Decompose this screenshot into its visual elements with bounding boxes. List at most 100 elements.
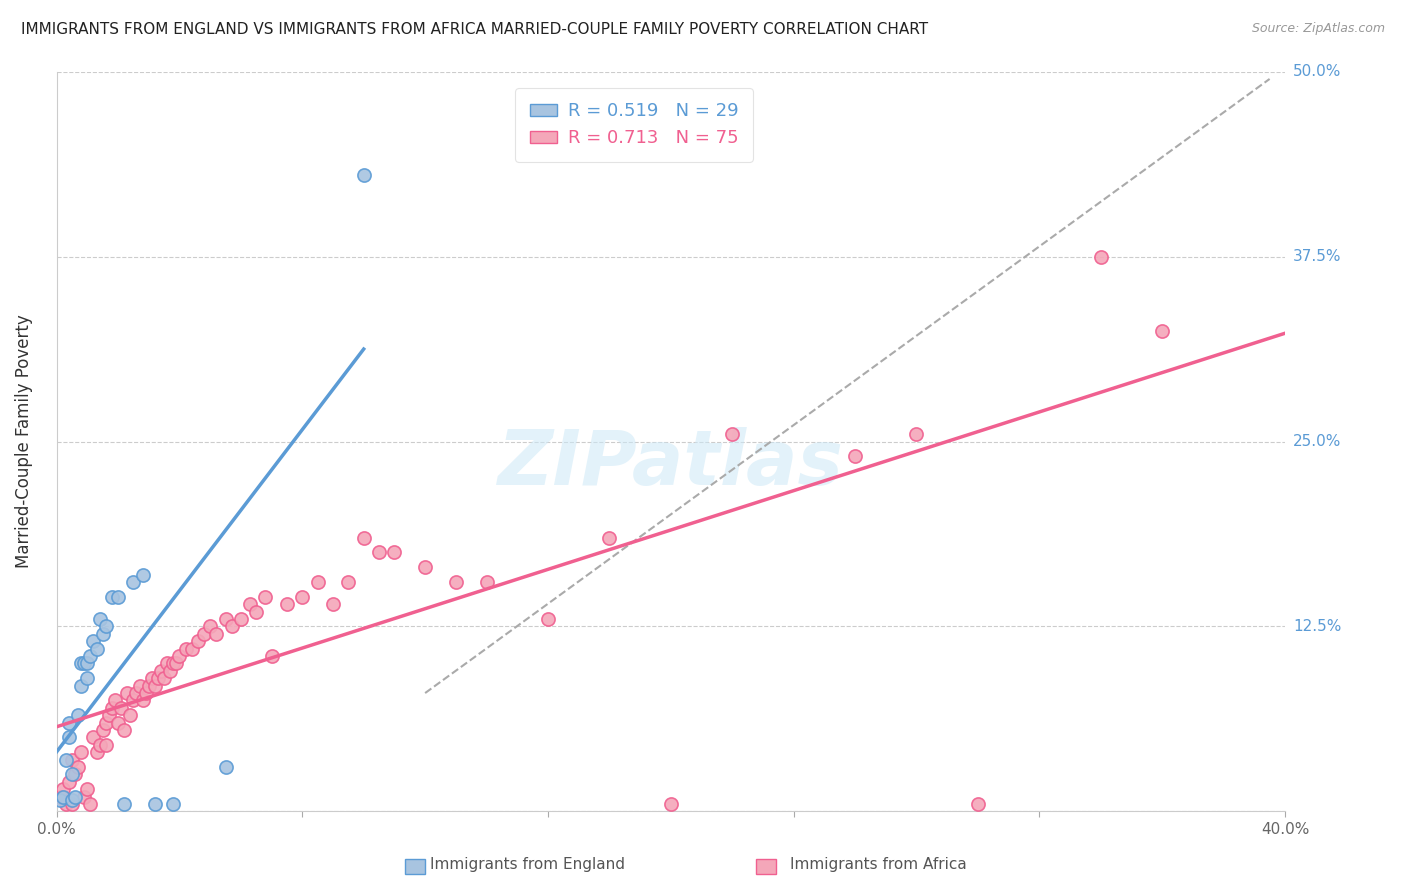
Point xyxy=(353,531,375,545)
Point xyxy=(131,567,153,582)
Point xyxy=(73,789,96,804)
Point xyxy=(537,612,560,626)
Point xyxy=(60,753,83,767)
Point xyxy=(107,715,129,730)
Point xyxy=(122,693,145,707)
Point xyxy=(475,575,498,590)
Point xyxy=(79,797,101,811)
Text: ZIPatlas: ZIPatlas xyxy=(498,426,844,500)
Point xyxy=(444,575,467,590)
Point xyxy=(214,612,236,626)
Point xyxy=(107,590,129,604)
Point xyxy=(89,612,111,626)
Point xyxy=(122,575,145,590)
Point xyxy=(76,671,98,685)
Point xyxy=(112,723,135,737)
Point xyxy=(70,679,93,693)
Point xyxy=(73,657,96,671)
Point xyxy=(63,767,86,781)
Point xyxy=(143,679,166,693)
Point xyxy=(322,597,344,611)
Point xyxy=(76,657,98,671)
Point xyxy=(82,634,104,648)
Point xyxy=(76,782,98,797)
Point xyxy=(52,789,75,804)
Point xyxy=(239,597,262,611)
Point xyxy=(165,657,187,671)
Point xyxy=(86,641,108,656)
Point xyxy=(138,679,160,693)
Point xyxy=(55,797,77,811)
Point xyxy=(63,789,86,804)
Point xyxy=(245,605,267,619)
Point xyxy=(966,797,988,811)
Text: IMMIGRANTS FROM ENGLAND VS IMMIGRANTS FROM AFRICA MARRIED-COUPLE FAMILY POVERTY : IMMIGRANTS FROM ENGLAND VS IMMIGRANTS FR… xyxy=(21,22,928,37)
Legend: R = 0.519   N = 29, R = 0.713   N = 75: R = 0.519 N = 29, R = 0.713 N = 75 xyxy=(515,88,752,162)
Point xyxy=(58,775,80,789)
Point xyxy=(276,597,298,611)
Point xyxy=(254,590,277,604)
Point xyxy=(193,627,215,641)
Point xyxy=(55,753,77,767)
Point xyxy=(110,701,132,715)
Point xyxy=(94,715,117,730)
Point xyxy=(60,797,83,811)
Point xyxy=(131,693,153,707)
Point xyxy=(104,693,127,707)
Point xyxy=(180,641,202,656)
Point xyxy=(337,575,360,590)
Point xyxy=(135,686,157,700)
Text: 12.5%: 12.5% xyxy=(1294,619,1341,634)
Point xyxy=(79,649,101,664)
Point xyxy=(169,649,191,664)
Y-axis label: Married-Couple Family Poverty: Married-Couple Family Poverty xyxy=(15,315,32,568)
Point xyxy=(86,745,108,759)
Point xyxy=(1090,250,1112,264)
Point xyxy=(214,760,236,774)
Point xyxy=(221,619,243,633)
Point xyxy=(187,634,209,648)
Point xyxy=(58,715,80,730)
Point xyxy=(205,627,228,641)
Text: 37.5%: 37.5% xyxy=(1294,249,1341,264)
Text: Source: ZipAtlas.com: Source: ZipAtlas.com xyxy=(1251,22,1385,36)
Text: 25.0%: 25.0% xyxy=(1294,434,1341,449)
Point xyxy=(156,657,179,671)
Point xyxy=(101,701,124,715)
Point xyxy=(48,789,70,804)
Point xyxy=(146,671,169,685)
Point xyxy=(67,708,90,723)
Point xyxy=(384,545,406,559)
Point xyxy=(58,731,80,745)
Text: Immigrants from England: Immigrants from England xyxy=(430,857,624,872)
Point xyxy=(91,723,114,737)
Point xyxy=(307,575,329,590)
Point xyxy=(141,671,163,685)
Point xyxy=(1152,324,1174,338)
Point xyxy=(162,657,184,671)
Point xyxy=(115,686,138,700)
Point xyxy=(94,738,117,752)
Point xyxy=(82,731,104,745)
Point xyxy=(91,627,114,641)
Point xyxy=(598,531,620,545)
Point xyxy=(844,450,866,464)
Point xyxy=(353,168,375,182)
Point xyxy=(229,612,252,626)
Point xyxy=(94,619,117,633)
Point xyxy=(153,671,176,685)
Point xyxy=(125,686,148,700)
Point xyxy=(67,760,90,774)
Point xyxy=(368,545,391,559)
Point xyxy=(89,738,111,752)
Point xyxy=(52,782,75,797)
Point xyxy=(260,649,283,664)
Text: 50.0%: 50.0% xyxy=(1294,64,1341,79)
Point xyxy=(174,641,197,656)
Point xyxy=(101,590,124,604)
Point xyxy=(143,797,166,811)
Point xyxy=(291,590,314,604)
Point xyxy=(198,619,221,633)
Point xyxy=(162,797,184,811)
Point xyxy=(150,664,173,678)
